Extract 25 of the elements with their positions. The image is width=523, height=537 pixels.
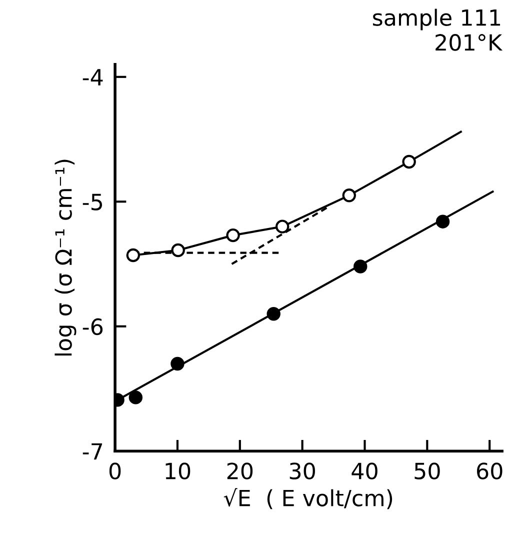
x-tick-label: 60 — [477, 462, 502, 480]
y-tick-label: -7 — [82, 443, 102, 460]
y-tick-label: -5 — [82, 194, 102, 210]
point — [402, 154, 416, 169]
point — [436, 214, 450, 228]
point — [354, 260, 368, 274]
point — [171, 243, 185, 258]
x-tick-label: 10 — [166, 462, 190, 480]
y-tick-label: -6 — [82, 318, 103, 336]
y-tick-label: -4 — [82, 69, 103, 86]
point — [126, 248, 140, 262]
point — [342, 188, 356, 202]
x-tick-label: 40 — [352, 462, 378, 480]
x-tick-label: 30 — [290, 462, 315, 480]
point — [266, 307, 280, 321]
y-axis-title: log σ (σ Ω⁻¹ cm⁻¹) — [54, 160, 76, 356]
x-axis-title: √E ( E volt/cm) — [224, 488, 392, 510]
point — [226, 228, 240, 242]
x-tick-label: 0 — [109, 462, 121, 480]
point — [170, 356, 184, 371]
x-tick-label: 50 — [414, 462, 440, 480]
point — [128, 390, 143, 404]
x-tick-label: 20 — [227, 462, 253, 480]
point — [276, 220, 290, 234]
chart-title: sample 111 201°K — [373, 8, 503, 51]
